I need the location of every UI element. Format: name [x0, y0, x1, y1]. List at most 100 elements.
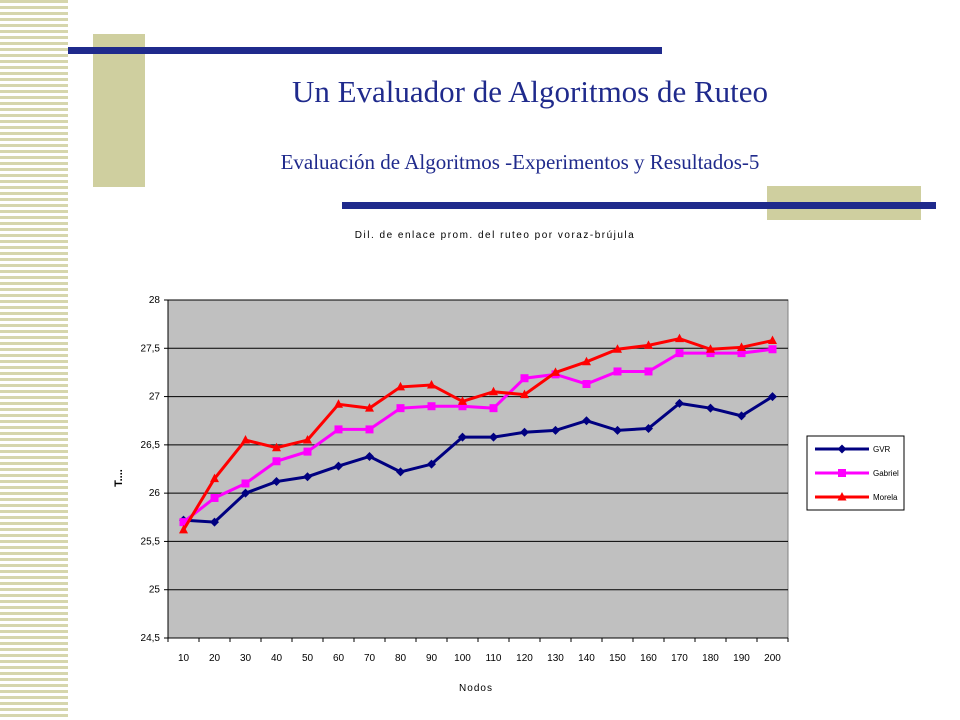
data-point-gvr: [520, 427, 529, 437]
legend-marker-gvr: [837, 444, 847, 454]
y-tick-label: 28: [149, 295, 161, 306]
x-tick-label: 40: [271, 653, 283, 664]
legend-label-morela: Morela: [873, 493, 898, 502]
x-tick-label: 80: [395, 653, 407, 664]
x-tick-label: 190: [733, 653, 750, 664]
data-point-gvr: [582, 416, 591, 426]
x-tick-label: 70: [364, 653, 376, 664]
data-point-morela: [303, 435, 312, 444]
data-point-gabriel: [675, 349, 684, 358]
data-point-morela: [458, 396, 467, 405]
y-tick-label: 27: [149, 392, 161, 403]
x-tick-label: 30: [240, 653, 252, 664]
data-point-gvr: [365, 451, 374, 461]
series-line-gabriel: [182, 347, 773, 524]
x-axis-label: Nodos: [459, 683, 493, 694]
left-stripe-decoration: [0, 0, 68, 720]
y-tick-label: 24,5: [141, 633, 161, 644]
data-point-gvr: [458, 432, 467, 442]
data-point-gabriel: [179, 518, 188, 527]
data-point-gabriel: [241, 479, 250, 488]
legend-label-gvr: GVR: [873, 445, 891, 454]
legend-marker-morela: [837, 492, 847, 501]
x-tick-label: 100: [454, 653, 471, 664]
data-point-morela: [644, 340, 653, 349]
data-point-morela: [551, 367, 560, 376]
data-point-gabriel: [520, 374, 529, 383]
x-tick-label: 50: [302, 653, 314, 664]
data-point-morela: [706, 344, 715, 353]
data-point-morela: [365, 403, 374, 412]
accent-bar-top: [68, 47, 662, 54]
data-point-gabriel: [644, 367, 653, 376]
data-point-gabriel: [613, 367, 622, 376]
x-tick-label: 20: [209, 653, 221, 664]
data-point-morela: [582, 356, 591, 366]
y-tick-label: 25,5: [141, 536, 161, 547]
data-point-morela: [613, 344, 622, 353]
data-point-gvr: [706, 403, 715, 413]
data-point-gabriel: [489, 404, 498, 413]
data-point-morela: [241, 435, 250, 444]
chart-title: Dil. de enlace prom. del ruteo por voraz…: [355, 230, 635, 241]
data-point-gabriel: [458, 402, 467, 411]
deco-block-top-left: [93, 34, 145, 187]
data-point-morela: [179, 524, 188, 534]
data-point-gvr: [613, 425, 622, 435]
data-point-gabriel: [303, 447, 312, 456]
data-point-morela: [210, 473, 219, 483]
data-point-gabriel: [334, 425, 343, 434]
data-point-gabriel: [272, 457, 281, 466]
data-point-gabriel: [396, 404, 405, 413]
x-tick-label: 90: [426, 653, 438, 664]
data-point-morela: [768, 335, 777, 345]
data-point-gvr: [396, 467, 405, 477]
y-tick-label: 26: [149, 488, 161, 499]
x-tick-label: 200: [764, 653, 781, 664]
y-tick-label: 26,5: [141, 440, 161, 451]
data-point-gvr: [551, 425, 560, 435]
data-point-gabriel: [365, 425, 374, 434]
data-point-gabriel: [582, 380, 591, 389]
slide-title: Un Evaluador de Algoritmos de Ruteo: [291, 74, 769, 109]
data-point-gvr: [768, 392, 777, 402]
x-tick-label: 110: [486, 653, 502, 664]
legend-label-gabriel: Gabriel: [873, 469, 899, 478]
series-line-morela: [182, 337, 773, 531]
accent-bar-bottom: [342, 202, 936, 209]
x-tick-label: 130: [547, 653, 564, 664]
data-point-gabriel: [210, 493, 219, 502]
y-tick-label: 27,5: [141, 343, 161, 354]
data-point-morela: [427, 379, 436, 389]
data-point-morela: [675, 333, 684, 343]
x-tick-label: 60: [333, 653, 345, 664]
x-tick-label: 160: [640, 653, 657, 664]
y-axis-label: T....: [113, 469, 125, 487]
x-tick-label: 150: [609, 653, 626, 664]
data-point-gabriel: [706, 349, 715, 358]
data-point-gabriel: [737, 349, 746, 358]
x-tick-label: 140: [578, 653, 595, 664]
x-tick-label: 170: [671, 653, 688, 664]
data-point-gvr: [427, 459, 436, 469]
data-point-morela: [334, 399, 343, 408]
slide-subtitle: Evaluación de Algoritmos -Experimentos y…: [280, 150, 760, 174]
data-point-morela: [737, 342, 746, 351]
data-point-morela: [520, 389, 529, 399]
y-tick-label: 25: [149, 585, 161, 596]
data-point-gvr: [241, 488, 250, 498]
x-tick-label: 180: [702, 653, 719, 664]
data-point-gvr: [334, 461, 343, 471]
data-point-gvr: [644, 423, 653, 433]
data-point-morela: [489, 386, 498, 396]
data-point-gvr: [737, 411, 746, 421]
x-tick-label: 10: [178, 653, 190, 664]
data-point-gvr: [303, 472, 312, 482]
legend-marker-gabriel: [838, 469, 846, 477]
data-point-morela: [396, 381, 405, 391]
data-point-gvr: [210, 517, 219, 527]
x-tick-label: 120: [516, 653, 533, 664]
data-point-morela: [272, 442, 281, 452]
data-point-gvr: [489, 432, 498, 442]
